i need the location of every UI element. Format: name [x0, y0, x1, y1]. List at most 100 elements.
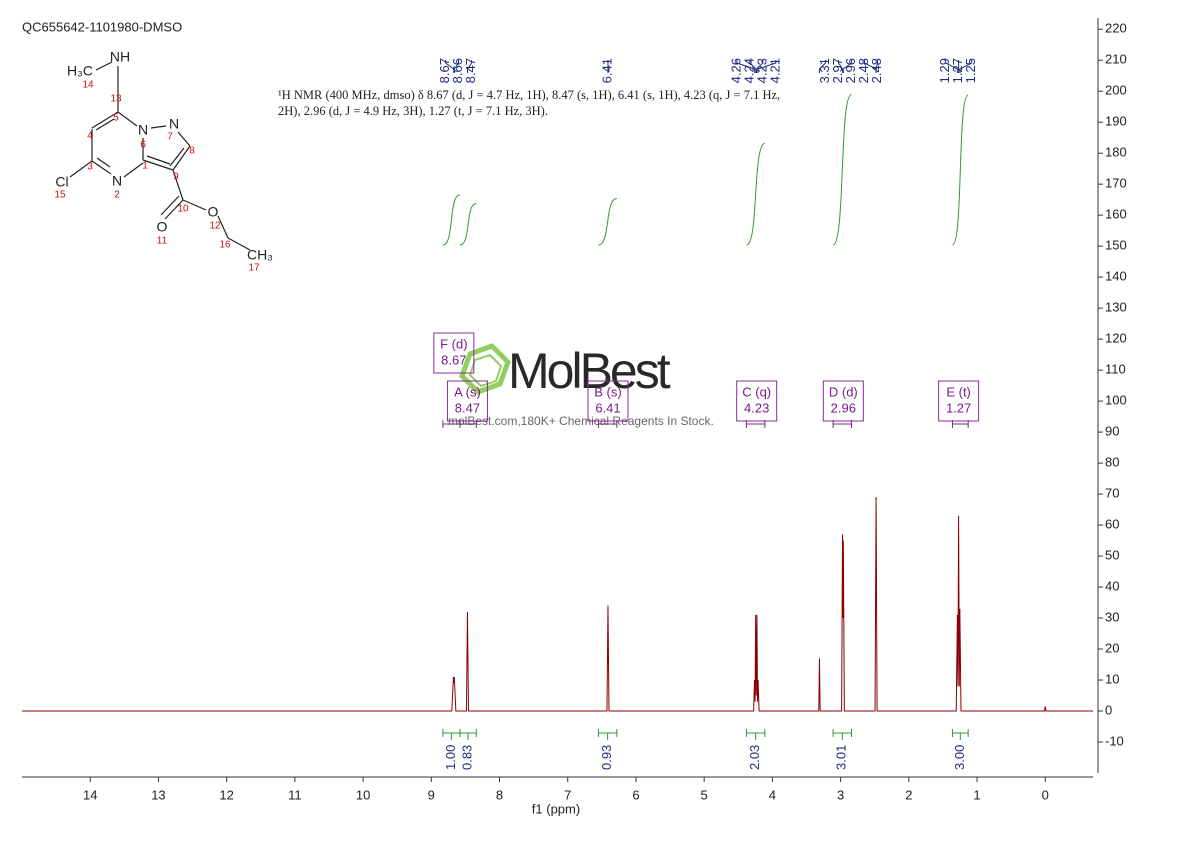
integral-curve [952, 94, 969, 246]
multiplet-box [938, 380, 980, 422]
x-tick-label: 12 [219, 787, 233, 802]
x-tick-label: 8 [496, 787, 503, 802]
multiplet-shift: 8.67 [441, 352, 466, 367]
atom-label: CH₃ [247, 247, 273, 263]
y-tick-label: 120 [1105, 331, 1127, 346]
atom-number: 1 [142, 161, 148, 172]
x-tick-label: 5 [701, 787, 708, 802]
integral-curve [746, 143, 766, 246]
peak-label: 4.23 [754, 58, 769, 83]
peak-label: 2.96 [843, 58, 858, 83]
multiplet-name: E (t) [946, 384, 971, 399]
y-tick-label: 180 [1105, 145, 1127, 160]
peak-connector [466, 60, 473, 73]
peak-label: 1.27 [950, 58, 965, 83]
multiplet-name: B (s) [594, 384, 621, 399]
atom-label: N [169, 116, 179, 132]
peak-connector [875, 60, 879, 73]
multiplet-shift: 1.27 [946, 400, 971, 415]
y-tick-label: 210 [1105, 52, 1127, 67]
peak-connector [749, 60, 757, 73]
atom-label: O [157, 219, 168, 235]
integral-bracket [442, 729, 461, 740]
integral-bracket [745, 729, 766, 740]
watermark-logo [459, 343, 511, 395]
integral-label: 3.00 [952, 745, 967, 770]
peak-connector [736, 60, 756, 73]
integral-bracket [951, 729, 969, 740]
peak-connector [756, 60, 764, 73]
description-line: 2H), 2.96 (d, J = 4.9 Hz, 3H), 1.27 (t, … [278, 104, 548, 118]
y-tick-label: 100 [1105, 393, 1127, 408]
y-tick-label: -10 [1105, 733, 1124, 748]
peak-label: 4.24 [741, 58, 756, 83]
peak-label: 8.47 [463, 58, 478, 83]
integral-curve [459, 203, 477, 246]
atom-number: 7 [167, 132, 173, 143]
y-tick-label: 70 [1105, 486, 1119, 501]
peak-connector [757, 60, 777, 73]
atom-label: N [138, 122, 148, 138]
atom-number: 2 [114, 190, 120, 201]
description-line: ¹H NMR (400 MHz, dmso) δ 8.67 (d, J = 4.… [278, 88, 780, 102]
multiplet-box [736, 380, 778, 422]
peak-connector [959, 60, 973, 73]
y-tick-label: 170 [1105, 176, 1127, 191]
peak-connector [838, 60, 844, 73]
multiplet-shift: 2.96 [831, 400, 856, 415]
x-tick-label: 4 [769, 787, 776, 802]
multiplet-box [433, 332, 475, 374]
x-tick-label: 2 [905, 787, 912, 802]
atom-number: 14 [82, 80, 94, 91]
atom-label: H₃C [67, 63, 93, 79]
peak-label: 8.67 [437, 58, 452, 83]
y-tick-label: 30 [1105, 609, 1119, 624]
atom-number: 3 [87, 162, 93, 173]
multiplet-shift: 8.47 [455, 400, 480, 415]
atom-number: 13 [110, 94, 122, 105]
multiplet-box [446, 380, 488, 422]
x-axis-label: f1 (ppm) [532, 801, 580, 816]
integral-curve [442, 194, 461, 246]
y-tick-label: 130 [1105, 300, 1127, 315]
atom-number: 17 [248, 263, 260, 274]
y-tick-label: 60 [1105, 517, 1119, 532]
y-tick-label: 10 [1105, 671, 1119, 686]
peak-connector [945, 60, 958, 73]
integral-bracket [459, 729, 477, 740]
peak-label: 6.41 [599, 58, 614, 83]
peak-connector [453, 60, 460, 73]
atom-number: 16 [219, 240, 231, 251]
atom-number: 5 [113, 113, 119, 124]
atom-label: NH [110, 49, 130, 65]
y-tick-label: 150 [1105, 238, 1127, 253]
y-tick-label: 40 [1105, 578, 1119, 593]
y-tick-label: 90 [1105, 424, 1119, 439]
x-tick-label: 14 [83, 787, 97, 802]
x-tick-label: 9 [428, 787, 435, 802]
y-tick-label: 50 [1105, 547, 1119, 562]
y-tick-label: 220 [1105, 21, 1127, 36]
multiplet-shift: 4.23 [744, 400, 769, 415]
atom-number: 8 [189, 146, 195, 157]
integral-label: 2.03 [747, 745, 762, 770]
atom-number: 6 [140, 140, 146, 151]
atom-label: N [112, 173, 122, 189]
peak-label: 2.97 [830, 58, 845, 83]
x-tick-label: 0 [1042, 787, 1049, 802]
watermark-tagline: molBest.com,180K+ Chemical Reagents In S… [448, 414, 714, 428]
multiplet-box [822, 380, 864, 422]
atom-number: 9 [173, 172, 179, 183]
multiplet-name: D (d) [829, 384, 858, 399]
integral-label: 0.83 [460, 745, 475, 770]
x-tick-label: 13 [151, 787, 165, 802]
multiplet-name: F (d) [440, 336, 467, 351]
integral-curve [832, 94, 852, 246]
peak-label: 4.21 [767, 58, 782, 83]
peak-label: 1.25 [963, 58, 978, 83]
y-tick-label: 20 [1105, 640, 1119, 655]
x-tick-label: 1 [973, 787, 980, 802]
integral-label: 3.01 [834, 745, 849, 770]
multiplet-shift: 6.41 [595, 400, 620, 415]
